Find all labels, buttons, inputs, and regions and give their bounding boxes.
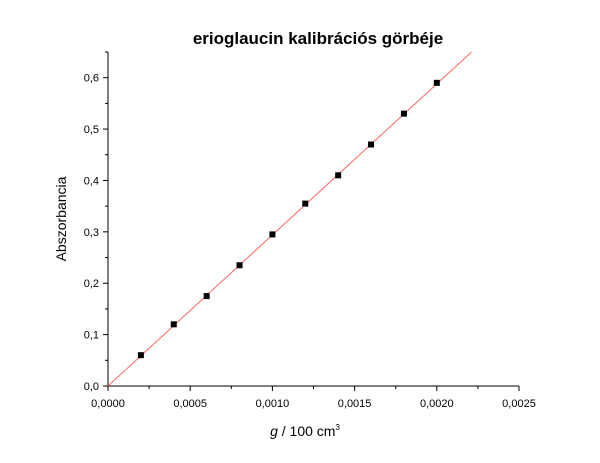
data-point bbox=[302, 200, 309, 207]
data-point bbox=[137, 352, 144, 359]
y-tick-label: 0,6 bbox=[84, 73, 99, 85]
x-tick-label: 0,0015 bbox=[338, 398, 372, 410]
y-tick-label: 0,2 bbox=[84, 278, 99, 290]
data-point bbox=[269, 231, 276, 238]
x-tick-label: 0,0005 bbox=[173, 398, 207, 410]
x-axis-label-text: / 100 cm bbox=[278, 423, 336, 439]
plot-area: 0,0000 0,0005 0,0010 0,0015 0,0020 0,0025 0,0 0… bbox=[84, 51, 536, 410]
y-tick-label: 0,1 bbox=[84, 330, 99, 342]
x-tick-label: 0,0020 bbox=[420, 398, 454, 410]
data-point bbox=[400, 110, 407, 117]
chart-title: erioglaucin kalibrációs görbéje bbox=[193, 29, 443, 48]
data-point bbox=[170, 321, 177, 328]
fit-line bbox=[107, 51, 472, 387]
y-tick-label: 0,4 bbox=[84, 175, 99, 187]
data-point bbox=[236, 262, 243, 269]
x-axis-label-superscript: 3 bbox=[335, 423, 340, 432]
y-tick-label: 0,0 bbox=[84, 381, 99, 393]
y-tick-label: 0,5 bbox=[84, 124, 99, 136]
data-point bbox=[335, 172, 342, 179]
data-point bbox=[433, 79, 440, 86]
y-tick-label: 0,3 bbox=[84, 227, 99, 239]
x-tick-label: 0,0000 bbox=[91, 398, 125, 410]
y-axis-label: Abszorbancia bbox=[53, 176, 69, 261]
x-axis-label: g / 100 cm3 bbox=[270, 423, 340, 439]
data-point bbox=[368, 141, 375, 148]
data-point bbox=[203, 293, 210, 300]
x-tick-label: 0,0010 bbox=[256, 398, 290, 410]
x-axis-label-symbol: g bbox=[270, 423, 278, 439]
x-tick-label: 0,0025 bbox=[502, 398, 536, 410]
